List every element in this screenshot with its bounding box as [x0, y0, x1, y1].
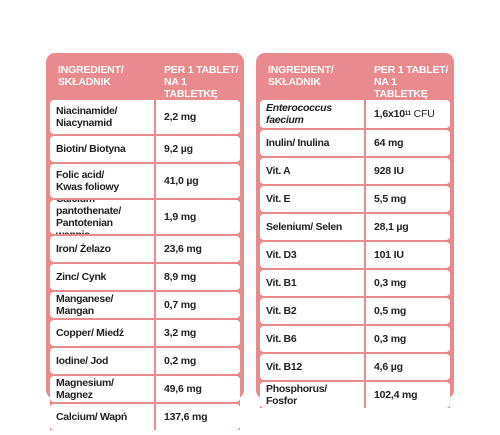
ingredient-name: Vit. B2 — [260, 298, 366, 324]
ingredient-amount: 0,2 mg — [164, 355, 197, 367]
ingredient-amount: 4,6 µg — [374, 361, 403, 373]
table-row: Biotin/ Biotyna 9,2 µg — [50, 136, 240, 162]
ingredient-amount: 9,2 µg — [164, 143, 193, 155]
ingredient-amount: 0,3 mg — [374, 333, 407, 345]
ingredient-amount: 102,4 mg — [374, 389, 418, 401]
amount-base: 1,6x10 — [374, 108, 405, 120]
ingredient-amount: 28,1 µg — [374, 221, 409, 233]
left-table-body: Niacinamide/ Niacynamid 2,2 mg Biotin/ Bio… — [50, 100, 240, 430]
table-row: Enterococcus faecium 1,6x10 11 CFU — [260, 100, 450, 128]
ingredient-amount: 5,5 mg — [374, 193, 407, 205]
ingredient-name: Vit. B1 — [260, 270, 366, 296]
table-row: Zinc/ Cynk 8,9 mg — [50, 264, 240, 290]
ingredient-name: Vit. B12 — [260, 354, 366, 380]
table-row: Manganese/ Mangan 0,7 mg — [50, 292, 240, 318]
table-row: Vit. E 5,5 mg — [260, 186, 450, 212]
ingredient-amount: 3,2 mg — [164, 327, 197, 339]
table-row: Vit. A 928 IU — [260, 158, 450, 184]
ingredient-name: Folic acid/ Kwas foliowy — [50, 164, 156, 198]
ingredient-name: Selenium/ Selen — [260, 214, 366, 240]
ingredient-amount: 0,7 mg — [164, 299, 197, 311]
ingredient-name: Biotin/ Biotyna — [50, 136, 156, 162]
ingredient-name: Zinc/ Cynk — [50, 264, 156, 290]
ingredient-amount: 64 mg — [374, 137, 404, 149]
ingredient-name: Vit. D3 — [260, 242, 366, 268]
left-ingredient-table: INGREDIENT/ SKŁADNIK PER 1 TABLET/ NA 1 … — [46, 53, 244, 430]
right-table-header: INGREDIENT/ SKŁADNIK PER 1 TABLET/ NA 1 … — [260, 57, 450, 100]
ingredient-amount: 0,3 mg — [374, 277, 407, 289]
ingredient-name: Vit. A — [260, 158, 366, 184]
ingredient-amount: 23,6 mg — [164, 243, 202, 255]
ingredient-amount: 41,0 µg — [164, 175, 199, 187]
table-row: Iron/ Żelazo 23,6 mg — [50, 236, 240, 262]
ingredient-name: Vit. B6 — [260, 326, 366, 352]
ingredient-name: Inulin/ Inulina — [260, 130, 366, 156]
ingredient-name: Enterococcus faecium — [260, 100, 366, 128]
ingredient-name: Magnesium/ Magnez — [50, 376, 156, 402]
ingredient-name: Copper/ Miedź — [50, 320, 156, 346]
ingredient-amount: 49,6 mg — [164, 383, 202, 395]
table-row: Copper/ Miedź 3,2 mg — [50, 320, 240, 346]
ingredient-name: Manganese/ Mangan — [50, 292, 156, 318]
ingredient-amount: 8,9 mg — [164, 271, 197, 283]
table-row: Iodine/ Jod 0,2 mg — [50, 348, 240, 374]
ingredient-amount: 0,5 mg — [374, 305, 407, 317]
table-row: Phosphorus/ Fosfor 102,4 mg — [260, 382, 450, 408]
right-header-ingredient: INGREDIENT/ SKŁADNIK — [268, 64, 334, 88]
right-header-per-tablet: PER 1 TABLET/ NA 1 TABLETKĘ — [374, 64, 449, 100]
table-row: Folic acid/ Kwas foliowy 41,0 µg — [50, 164, 240, 198]
table-row: Vit. B12 4,6 µg — [260, 354, 450, 380]
table-row: Vit. B2 0,5 mg — [260, 298, 450, 324]
ingredient-name: Vit. E — [260, 186, 366, 212]
ingredient-amount: 1,6x10 11 CFU — [374, 108, 435, 120]
ingredient-name: Niacinamide/ Niacynamid — [50, 100, 156, 134]
amount-unit: CFU — [410, 108, 435, 120]
left-table-header: INGREDIENT/ SKŁADNIK PER 1 TABLET/ NA 1 … — [50, 57, 240, 100]
right-table-body: Enterococcus faecium 1,6x10 11 CFU Inulin… — [260, 100, 450, 408]
ingredient-name: Iodine/ Jod — [50, 348, 156, 374]
ingredient-amount: 137,6 mg — [164, 411, 208, 423]
table-row: Vit. B6 0,3 mg — [260, 326, 450, 352]
ingredient-amount: 2,2 mg — [164, 111, 197, 123]
table-row: Magnesium/ Magnez 49,6 mg — [50, 376, 240, 402]
ingredient-amount: 928 IU — [374, 165, 404, 177]
table-row: Inulin/ Inulina 64 mg — [260, 130, 450, 156]
right-ingredient-table: INGREDIENT/ SKŁADNIK PER 1 TABLET/ NA 1 … — [256, 53, 454, 408]
left-header-ingredient: INGREDIENT/ SKŁADNIK — [58, 64, 124, 88]
ingredient-name: Iron/ Żelazo — [50, 236, 156, 262]
ingredient-name: Calcium/ Wapń — [50, 404, 156, 430]
left-header-per-tablet: PER 1 TABLET/ NA 1 TABLETKĘ — [164, 64, 239, 100]
ingredient-amount: 1,9 mg — [164, 211, 197, 223]
table-row: Vit. B1 0,3 mg — [260, 270, 450, 296]
ingredient-name: Calcium pantothenate/ Pantotenian wapnia — [50, 200, 156, 234]
table-row: Calcium pantothenate/ Pantotenian wapnia… — [50, 200, 240, 234]
table-row: Vit. D3 101 IU — [260, 242, 450, 268]
table-row: Selenium/ Selen 28,1 µg — [260, 214, 450, 240]
ingredient-name: Phosphorus/ Fosfor — [260, 382, 366, 408]
table-row: Niacinamide/ Niacynamid 2,2 mg — [50, 100, 240, 134]
table-row: Calcium/ Wapń 137,6 mg — [50, 404, 240, 430]
ingredient-amount: 101 IU — [374, 249, 404, 261]
